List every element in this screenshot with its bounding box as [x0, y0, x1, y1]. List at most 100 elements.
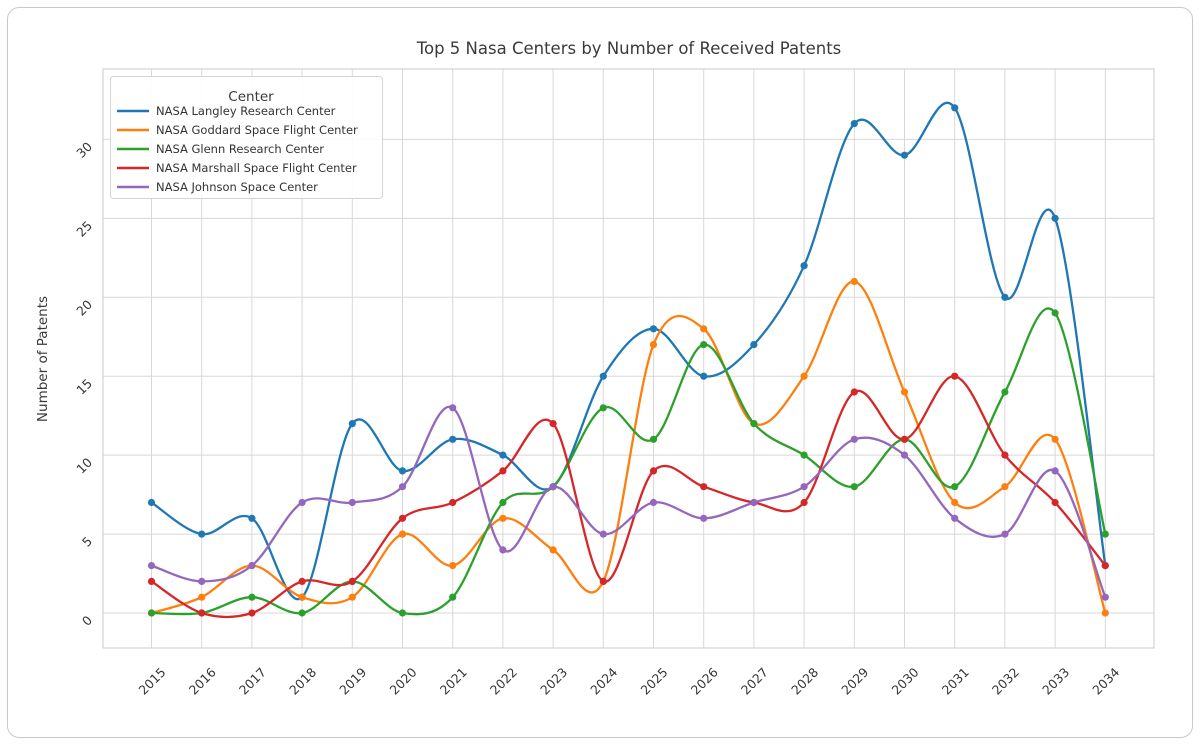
data-point-marker	[599, 404, 607, 412]
legend: Center NASA Langley Research CenterNASA …	[110, 76, 383, 199]
data-point-marker	[1051, 309, 1059, 317]
series-nasa-langley-research-center	[147, 101, 1109, 601]
data-point-marker	[850, 483, 858, 491]
legend-entry-label: NASA Langley Research Center	[156, 104, 336, 118]
data-point-marker	[549, 483, 557, 491]
series-line	[150, 405, 1107, 599]
data-point-marker	[951, 483, 959, 491]
data-point-marker	[499, 467, 507, 475]
data-point-marker	[700, 514, 708, 522]
x-tick-label: 2027	[738, 665, 771, 698]
data-point-marker	[800, 451, 808, 459]
x-tick-label: 2031	[939, 665, 972, 698]
data-point-marker	[1051, 214, 1059, 222]
x-tick-label: 2024	[587, 664, 620, 697]
x-tick-label: 2029	[838, 664, 871, 697]
data-point-marker	[850, 277, 858, 286]
y-tick-labels: 0 5 10 15 20 25 30	[73, 139, 95, 629]
data-point-marker	[499, 514, 507, 522]
data-point-marker	[900, 151, 909, 159]
x-tick-label: 2015	[136, 665, 169, 698]
data-point-marker	[198, 593, 206, 601]
data-point-marker	[1101, 530, 1109, 538]
data-point-marker	[800, 498, 808, 507]
data-point-marker	[649, 325, 658, 333]
data-point-marker	[700, 341, 708, 349]
data-point-marker	[649, 498, 658, 507]
data-point-marker	[348, 593, 356, 601]
data-point-marker	[900, 435, 909, 443]
data-point-marker	[900, 388, 909, 396]
data-point-marker	[398, 483, 407, 491]
data-point-marker	[198, 530, 206, 538]
legend-entry: NASA Marshall Space Flight Center	[117, 161, 357, 175]
data-point-marker	[449, 435, 457, 443]
legend-title: Center	[228, 89, 274, 105]
series-line	[150, 280, 1107, 615]
data-point-marker	[850, 435, 858, 443]
figure-card: Top 5 Nasa Centers by Number of Received…	[7, 7, 1193, 738]
data-series	[147, 101, 1109, 619]
data-point-marker	[298, 593, 306, 601]
y-tick-label: 20	[73, 297, 95, 319]
y-tick-label: 0	[79, 612, 95, 628]
legend-entry: NASA Langley Research Center	[117, 104, 336, 118]
legend-box	[110, 76, 383, 199]
data-point-marker	[599, 577, 607, 586]
data-point-marker	[248, 593, 256, 601]
data-point-marker	[198, 577, 206, 586]
data-point-marker	[348, 498, 356, 507]
data-point-marker	[951, 514, 959, 522]
chart-title: Top 5 Nasa Centers by Number of Received…	[416, 39, 842, 58]
data-point-marker	[1001, 530, 1009, 538]
data-point-marker	[1001, 293, 1009, 301]
data-point-marker	[750, 420, 758, 428]
data-point-marker	[398, 514, 407, 522]
data-point-marker	[348, 420, 356, 428]
x-tick-label: 2023	[537, 665, 570, 698]
data-point-marker	[248, 514, 256, 522]
data-point-marker	[549, 546, 557, 554]
data-point-marker	[248, 609, 256, 617]
data-point-marker	[1001, 451, 1009, 459]
legend-entry: NASA Johnson Space Center	[117, 180, 318, 194]
data-point-marker	[599, 372, 607, 380]
y-tick-label: 15	[73, 376, 95, 398]
data-point-marker	[449, 593, 457, 601]
data-point-marker	[398, 467, 407, 475]
data-point-marker	[348, 577, 356, 586]
x-tick-label: 2033	[1039, 665, 1072, 698]
x-tick-label: 2034	[1089, 664, 1122, 697]
data-point-marker	[499, 498, 507, 507]
data-point-marker	[147, 498, 156, 507]
data-point-marker	[1051, 467, 1059, 475]
x-tick-label: 2017	[236, 665, 269, 698]
y-tick-label: 5	[79, 534, 95, 550]
data-point-marker	[800, 372, 808, 380]
data-point-marker	[951, 498, 959, 507]
legend-entry-label: NASA Goddard Space Flight Center	[156, 123, 358, 137]
series-nasa-marshall-space-flight-center	[147, 372, 1109, 619]
data-point-marker	[1051, 435, 1059, 443]
legend-entries: NASA Langley Research Center NASA Goddard…	[117, 104, 358, 194]
x-tick-label: 2025	[638, 665, 671, 698]
x-tick-labels: 2015 2016 2017 2018 2019 2020 2021 2022 2023 2024…	[136, 664, 1123, 697]
data-point-marker	[1001, 483, 1009, 491]
data-point-marker	[850, 388, 858, 396]
data-point-marker	[298, 498, 306, 507]
data-point-marker	[649, 341, 658, 349]
data-point-marker	[298, 609, 306, 617]
x-tick-label: 2020	[387, 664, 420, 697]
legend-entry-label: NASA Marshall Space Flight Center	[156, 161, 357, 175]
data-point-marker	[147, 609, 156, 617]
data-point-marker	[449, 498, 457, 507]
data-point-marker	[1101, 609, 1109, 617]
x-tick-label: 2030	[889, 664, 922, 697]
data-point-marker	[398, 609, 407, 617]
y-tick-label: 10	[73, 455, 95, 477]
data-point-marker	[951, 372, 959, 380]
data-point-marker	[649, 435, 658, 443]
data-point-marker	[499, 451, 507, 459]
data-point-marker	[900, 451, 909, 459]
data-point-marker	[147, 562, 156, 570]
